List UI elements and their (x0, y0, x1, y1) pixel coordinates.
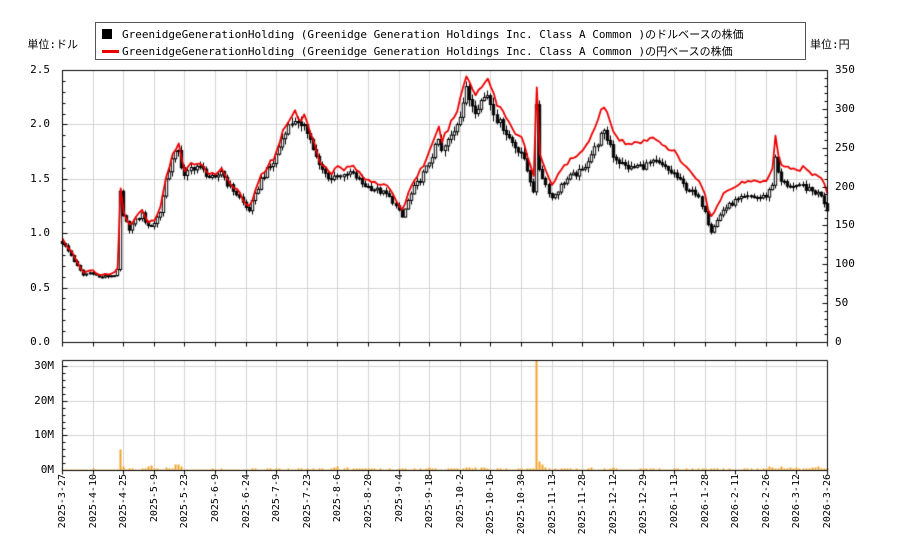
legend-item-dollar: GreenidgeGenerationHolding (Greenidge Ge… (102, 26, 799, 42)
legend: GreenidgeGenerationHolding (Greenidge Ge… (95, 22, 806, 60)
price-axis-tick-label-usd: 1.0 (30, 226, 50, 240)
x-axis-date-label: 2025-3-27 (57, 474, 68, 529)
price-axis-tick-label-yen: 150 (835, 218, 855, 232)
x-axis-date-label: 2025-5-23 (179, 474, 191, 529)
x-axis-date-label: 2026-3-12 (791, 474, 803, 529)
price-axis-tick-label-usd: 2.0 (30, 117, 50, 131)
x-axis-date-label: 2026-2-26 (760, 474, 772, 529)
price-axis-tick-label-usd: 0.0 (30, 335, 50, 348)
price-axis-tick-label-usd: 2.5 (30, 63, 50, 76)
x-axis-date-label: 2025-6-9 (210, 474, 221, 523)
x-axis-date-label: 2025-10-30 (516, 474, 527, 535)
x-axis-date-label: 2025-9-18 (424, 474, 436, 529)
x-axis-date-label: 2025-7-23 (301, 474, 313, 529)
x-axis-date-label: 2025-12-12 (607, 474, 619, 535)
price-axis-tick-label-usd: 0.5 (30, 280, 50, 294)
volume-axis-tick-label: 10M (34, 428, 54, 442)
x-axis-date-label: 2025-8-20 (363, 474, 374, 529)
volume-axis-tick-label: 20M (34, 393, 54, 407)
x-axis-date-label: 2025-5-9 (148, 474, 160, 523)
volume-axis-tick-label: 30M (34, 359, 54, 373)
x-axis-date-label: 2026-3-26 (822, 474, 833, 529)
x-axis-date-label: 2025-11-13 (546, 474, 558, 535)
price-axis-tick-label-yen: 50 (835, 296, 849, 310)
x-axis-date-label: 2025-8-6 (332, 474, 344, 523)
price-axis-tick-label-yen: 100 (835, 257, 855, 271)
volume-axis-tick-label: 0M (40, 463, 54, 476)
price-axis-tick-label-yen: 300 (835, 101, 855, 115)
x-axis-date-label: 2026-2-11 (730, 474, 742, 529)
x-axis-date-label: 2025-6-24 (240, 474, 252, 529)
price-axis-tick-label-yen: 0 (835, 335, 842, 348)
x-axis-date-label: 2025-11-28 (577, 474, 589, 535)
x-axis-date-label: 2026-1-13 (669, 474, 680, 529)
legend-label-dollar: GreenidgeGenerationHolding (Greenidge Ge… (122, 28, 744, 41)
x-axis-date-label: 2025-12-29 (638, 474, 650, 535)
red-line-icon (102, 49, 122, 53)
price-axis-tick-label-usd: 1.5 (30, 171, 50, 185)
x-axis-date-label: 2026-1-28 (699, 474, 711, 529)
legend-item-yen: GreenidgeGenerationHolding (Greenidge Ge… (102, 43, 799, 59)
price-axis-tick-label-yen: 350 (835, 63, 855, 76)
black-square-icon (102, 29, 122, 39)
x-axis-date-label: 2025-4-25 (118, 474, 130, 529)
left-axis-unit-label: 単位:ドル (27, 38, 78, 51)
price-axis-tick-label-yen: 200 (835, 179, 855, 193)
legend-label-yen: GreenidgeGenerationHolding (Greenidge Ge… (122, 45, 733, 58)
x-axis-date-label: 2025-10-16 (485, 474, 497, 535)
x-axis-date-label: 2025-9-4 (393, 474, 405, 523)
x-axis-date-label: 2025-4-10 (87, 474, 99, 529)
x-axis-date-label: 2025-10-2 (454, 474, 466, 529)
x-axis-date-label: 2025-7-9 (271, 474, 283, 523)
price-axis-tick-label-yen: 250 (835, 140, 855, 154)
right-axis-unit-label: 単位:円 (810, 38, 850, 51)
